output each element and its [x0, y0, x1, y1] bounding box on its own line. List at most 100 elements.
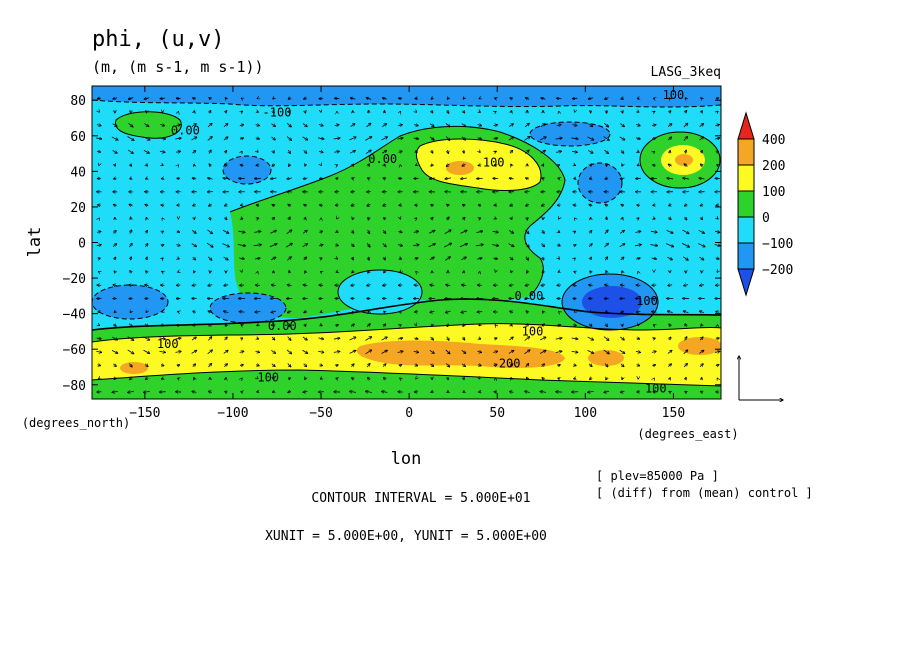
- wind-vector: [478, 205, 481, 206]
- wind-vector: [541, 204, 545, 205]
- wind-vector: [699, 350, 703, 354]
- wind-vector: [303, 178, 308, 179]
- wind-vector: [416, 218, 417, 219]
- wind-vector: [113, 364, 116, 367]
- wind-vector: [508, 230, 513, 233]
- x-axis-unit: (degrees_east): [637, 427, 738, 441]
- wind-vector: [431, 391, 434, 392]
- wind-vector: [400, 111, 401, 112]
- wind-vector: [525, 363, 529, 368]
- wind-vector: [684, 164, 688, 167]
- wind-vector: [558, 165, 560, 166]
- wind-vector: [429, 123, 434, 127]
- wind-vector: [366, 242, 370, 247]
- wind-vector: [621, 204, 624, 205]
- wind-vector: [352, 311, 353, 312]
- wind-vector: [461, 136, 466, 140]
- wind-vector: [636, 365, 640, 366]
- wind-vector: [667, 256, 672, 260]
- wind-vector: [445, 349, 450, 354]
- wind-vector: [382, 124, 386, 127]
- colorbar-cap-top: [737, 111, 755, 140]
- wind-vector: [208, 391, 212, 392]
- wind-vector: [477, 351, 482, 352]
- wind-vector: [271, 311, 277, 312]
- wind-vector: [365, 337, 372, 341]
- wind-vector: [667, 350, 672, 354]
- wind-vectors: [96, 98, 720, 393]
- wind-vector: [349, 137, 356, 141]
- wind-vector: [653, 325, 654, 326]
- wind-vector: [207, 229, 213, 234]
- wind-vector: [589, 285, 593, 286]
- wind-vector: [494, 165, 496, 166]
- level-note: [ plev=85000 Pa ]: [596, 469, 719, 483]
- y-axis-ticks: 80 60 40 20 0 −20 −40 −60 −80: [63, 94, 721, 394]
- wind-vector: [352, 257, 353, 260]
- contour-lines: [92, 99, 721, 387]
- wind-vector: [384, 311, 385, 312]
- wind-vector: [493, 138, 497, 139]
- wind-vector: [413, 231, 419, 232]
- wind-vector: [399, 98, 403, 99]
- wind-vector: [542, 311, 543, 312]
- y-tick-label: −40: [63, 308, 86, 323]
- wind-vector: [431, 204, 434, 205]
- contour-label: 0.00: [514, 289, 543, 303]
- wind-vector: [430, 363, 433, 367]
- contour-label: 100: [522, 324, 544, 338]
- wind-vector: [273, 150, 274, 153]
- wind-vector: [399, 205, 402, 206]
- wind-vector: [685, 391, 687, 392]
- wind-vector: [352, 217, 353, 219]
- wind-vector: [669, 337, 671, 340]
- wind-vector: [682, 229, 689, 234]
- wind-vector: [524, 337, 530, 341]
- contour-label: 100: [636, 294, 658, 308]
- wind-vector: [539, 337, 546, 341]
- wind-vector: [603, 349, 610, 354]
- wind-vector: [239, 258, 244, 259]
- wind-vector: [255, 365, 259, 366]
- wind-vector: [715, 124, 719, 125]
- wind-vector: [336, 165, 337, 166]
- wind-vector: [445, 257, 450, 261]
- wind-vector: [384, 271, 386, 273]
- wind-vector: [114, 230, 117, 234]
- wind-vector: [191, 337, 196, 341]
- wind-vector: [509, 124, 513, 127]
- wind-vector: [588, 244, 592, 247]
- wind-vector: [191, 243, 197, 247]
- wind-vector: [241, 151, 242, 152]
- wind-vector: [271, 123, 275, 127]
- wind-vector: [287, 336, 291, 341]
- contour-fill-orange-1: [356, 340, 565, 368]
- wind-vector: [368, 256, 369, 260]
- wind-vector: [288, 164, 290, 167]
- wind-vector: [318, 124, 323, 125]
- wind-vector: [143, 136, 150, 140]
- wind-vector: [604, 243, 608, 248]
- wind-vector: [572, 325, 576, 326]
- plot-area: 0.00 -100 0.00 100 100 0.00 100 100 0.00 100 -200 1…: [92, 86, 721, 399]
- wind-vector: [225, 111, 227, 113]
- wind-vector: [604, 122, 608, 127]
- wind-vector: [271, 363, 275, 367]
- wind-vector: [398, 124, 402, 125]
- wind-vector: [335, 325, 338, 326]
- wind-vector: [525, 229, 529, 234]
- wind-vector: [350, 324, 354, 326]
- wind-vector: [318, 138, 324, 139]
- wind-vector: [493, 351, 498, 352]
- wind-vector: [509, 391, 514, 392]
- wind-vector: [574, 271, 576, 272]
- wind-vector: [511, 217, 512, 219]
- wind-vector: [447, 98, 448, 100]
- wind-vector: [493, 125, 497, 126]
- wind-vector: [540, 391, 547, 392]
- wind-vector: [146, 230, 148, 234]
- wind-vector: [510, 150, 513, 153]
- wind-vector: [177, 325, 179, 326]
- wind-vector: [495, 218, 497, 219]
